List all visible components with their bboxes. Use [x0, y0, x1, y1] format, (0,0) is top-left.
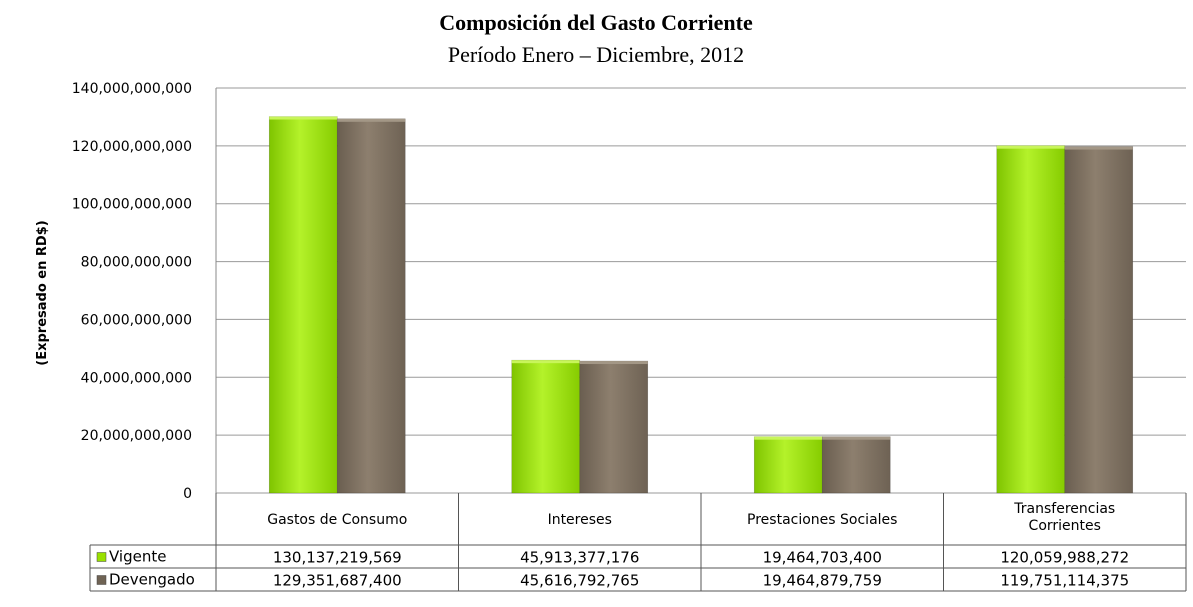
y-tick-label: 80,000,000,000 — [81, 255, 192, 271]
y-axis-label: (Expresado en RD$) — [35, 220, 50, 365]
bar-top-highlight — [337, 118, 406, 122]
legend-swatch-devengado — [96, 575, 107, 585]
data-label-vigente: 45,913,377,176 — [520, 549, 639, 567]
bar-top-highlight — [996, 145, 1065, 149]
chart-subtitle: Período Enero – Diciembre, 2012 — [448, 42, 744, 67]
category-label: Intereses — [548, 512, 612, 528]
y-tick-label: 100,000,000,000 — [72, 197, 192, 213]
bar-top-highlight — [1064, 146, 1133, 150]
bar-top-highlight — [579, 361, 648, 365]
data-label-vigente: 120,059,988,272 — [1000, 549, 1129, 567]
data-label-devengado: 119,751,114,375 — [1000, 572, 1129, 590]
category-label: Prestaciones Sociales — [747, 512, 897, 528]
data-label-devengado: 19,464,879,759 — [763, 572, 882, 590]
bars — [268, 116, 1134, 494]
category-label: Gastos de Consumo — [267, 512, 407, 528]
y-tick-label: 0 — [183, 486, 192, 502]
legend-label-devengado: Devengado — [109, 571, 195, 589]
bar-top-highlight — [269, 116, 338, 120]
data-label-devengado: 129,351,687,400 — [273, 572, 402, 590]
y-tick-label: 40,000,000,000 — [81, 370, 192, 386]
y-tick-label: 120,000,000,000 — [72, 139, 192, 155]
category-label: Transferencias Corrientes — [1013, 501, 1115, 534]
data-label-vigente: 130,137,219,569 — [273, 549, 402, 567]
y-tick-label: 20,000,000,000 — [81, 428, 192, 444]
legend-label-vigente: Vigente — [109, 548, 166, 566]
bar-vigente-2 — [753, 436, 823, 494]
bar-devengado-1 — [579, 360, 649, 494]
bar-top-highlight — [754, 436, 823, 440]
bar-top-highlight — [511, 360, 580, 364]
data-label-devengado: 45,616,792,765 — [520, 572, 639, 590]
y-tick-label: 140,000,000,000 — [72, 81, 192, 97]
chart-title: Composición del Gasto Corriente — [439, 10, 753, 35]
data-table: Gastos de Consumo Intereses Prestaciones S… — [89, 493, 1187, 592]
bar-devengado-3 — [1064, 146, 1134, 494]
bar-devengado-0 — [336, 118, 406, 494]
bar-vigente-3 — [996, 145, 1066, 494]
y-tick-labels: 0 20,000,000,000 40,000,000,000 60,000,000,… — [72, 81, 192, 502]
data-label-vigente: 19,464,703,400 — [763, 549, 882, 567]
y-tick-label: 60,000,000,000 — [81, 312, 192, 328]
bar-devengado-2 — [821, 436, 891, 494]
bar-vigente-1 — [511, 359, 581, 494]
bar-top-highlight — [822, 436, 891, 440]
bar-vigente-0 — [268, 116, 338, 494]
legend-swatch-vigente — [96, 552, 107, 562]
